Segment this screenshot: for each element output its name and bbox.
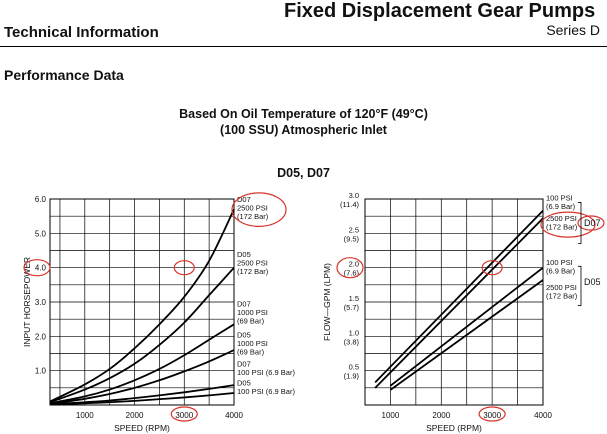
chart1-x-tick-label: 2000 [126,411,144,420]
chart2-y-tick-label-lpm: (3.8) [344,337,360,346]
chart2-x-axis-label: SPEED (RPM) [426,423,482,433]
chart2-group-label-d05: D05 [584,277,601,287]
chart2-y-tick-label: 3.0 [349,191,359,200]
chart2-annotation-4-line-2: (172 Bar) [546,291,578,300]
chart1-y-axis-label: INPUT HORSEPOWER [22,257,32,347]
chart2-y-axis-label: FLOW—GPM (LPM) [322,263,332,341]
section-title: Performance Data [4,67,124,83]
chart1-y-tick-label: 6.0 [35,195,47,204]
chart1-annotation-1-line-3: (172 Bar) [237,212,269,221]
chart1-annotation-6-line-2: 100 PSI (6.9 Bar) [237,387,295,396]
chart2-y-tick-highlight-circle [336,257,364,279]
chart2-intersection-highlight-circle [481,260,503,276]
chart2-x-tick-label: 3000 [483,411,501,420]
chart2-y-tick-label: 2.5 [349,225,359,234]
chart2-y-tick-label-lpm: (11.4) [340,200,360,209]
chart1-annotation-highlight-circle [231,192,287,227]
chart1-series-2-line [49,267,235,404]
subtitle-line-2: (100 SSU) Atmospheric Inlet [220,123,387,137]
document-title: Fixed Displacement Gear Pumps [284,0,596,22]
chart1-y-tick-label: 5.0 [35,229,47,238]
chart1-y-tick-label: 2.0 [35,332,47,341]
chart2-series-2-line [374,217,544,389]
chart2-y-tick-label: 2.0 [349,260,359,269]
chart2-annotation-1-line-1: 100 PSI [546,193,573,202]
chart1-x-tick-label: 1000 [76,411,94,420]
chart2-y-tick-label: 1.5 [349,294,359,303]
chart1-series-4-line [49,349,235,405]
chart1-y-tick-highlight-circle [23,259,51,277]
series-label: Series D [546,22,600,38]
chart2-annotation-highlight-circle [540,211,596,238]
chart2-y-tick-label: 0.5 [349,363,359,372]
chart1-annotation-5-line-1: D07 [237,360,251,369]
figure-title: D05, D07 [277,166,330,180]
chart1-series-5-line [49,384,235,406]
chart1-annotation-6-line-1: D05 [237,379,251,388]
chart2-annotation-4-line-1: 2500 PSI [546,283,577,292]
chart2-series-4-line [389,279,544,391]
header-divider [0,46,607,47]
chart1-annotation-1-line-2: 2500 PSI [237,203,268,212]
chart2-group-label-d07: D07 [584,218,601,228]
section-header: Technical Information [4,24,159,41]
chart1-annotation-2-line-2: 2500 PSI [237,258,268,267]
chart1-series-3-line [49,323,235,405]
chart1-annotation-5-line-2: 100 PSI (6.9 Bar) [237,368,295,377]
chart2-group-label-circle [577,215,605,231]
chart2-annotation-3-line-2: (6.9 Bar) [546,267,576,276]
chart1-x-axis-label: SPEED (RPM) [114,423,170,433]
chart1-annotation-2-line-3: (172 Bar) [237,267,269,276]
chart2-series-1-line [374,210,544,383]
chart2-x-tick-label: 1000 [382,411,400,420]
subtitle-line-1: Based On Oil Temperature of 120°F (49°C) [179,107,428,121]
chart1-annotation-2-line-1: D05 [237,250,251,259]
chart1-annotation-4-line-2: 1000 PSI [237,339,268,348]
chart1-y-tick-label: 4.0 [35,264,47,273]
chart2-x-tick-label: 4000 [534,411,552,420]
chart1-x-tick-label: 4000 [225,411,243,420]
chart2-y-tick-label: 1.0 [349,328,359,337]
chart2-annotation-2-line-1: 2500 PSI [546,214,577,223]
chart2-y-tick-label-lpm: (5.7) [344,303,360,312]
chart1-x-tick-label: 3000 [175,411,193,420]
chart1-annotation-4-line-1: D05 [237,330,251,339]
chart1-annotation-3-line-1: D07 [237,300,251,309]
chart2-y-tick-label-lpm: (1.9) [344,372,360,381]
chart1-annotation-4-line-3: (69 Bar) [237,347,265,356]
chart2-y-tick-label-lpm: (7.6) [344,269,360,278]
chart2-x-tick-highlight-circle [478,406,506,422]
chart1-y-tick-label: 1.0 [35,367,47,376]
chart1-annotation-1-line-1: D07 [237,195,251,204]
chart1-x-tick-highlight-circle [170,406,198,422]
chart2-annotation-1-line-2: (6.9 Bar) [546,202,576,211]
chart1-annotation-3-line-3: (69 Bar) [237,317,265,326]
chart1-intersection-highlight-circle [173,260,195,276]
chart2-y-tick-label-lpm: (9.5) [344,234,360,243]
chart1-series-6-line [49,392,235,406]
chart2-series-3-line [389,266,544,387]
chart2-group-bracket-d07 [578,202,582,245]
chart1-series-1-line [49,208,235,403]
chart1-annotation-3-line-2: 1000 PSI [237,308,268,317]
chart2-annotation-2-line-2: (172 Bar) [546,223,578,232]
chart2-annotation-3-line-1: 100 PSI [546,258,573,267]
chart1-y-tick-label: 3.0 [35,298,47,307]
chart2-x-tick-label: 2000 [432,411,450,420]
chart2-group-bracket-d05 [578,265,582,306]
